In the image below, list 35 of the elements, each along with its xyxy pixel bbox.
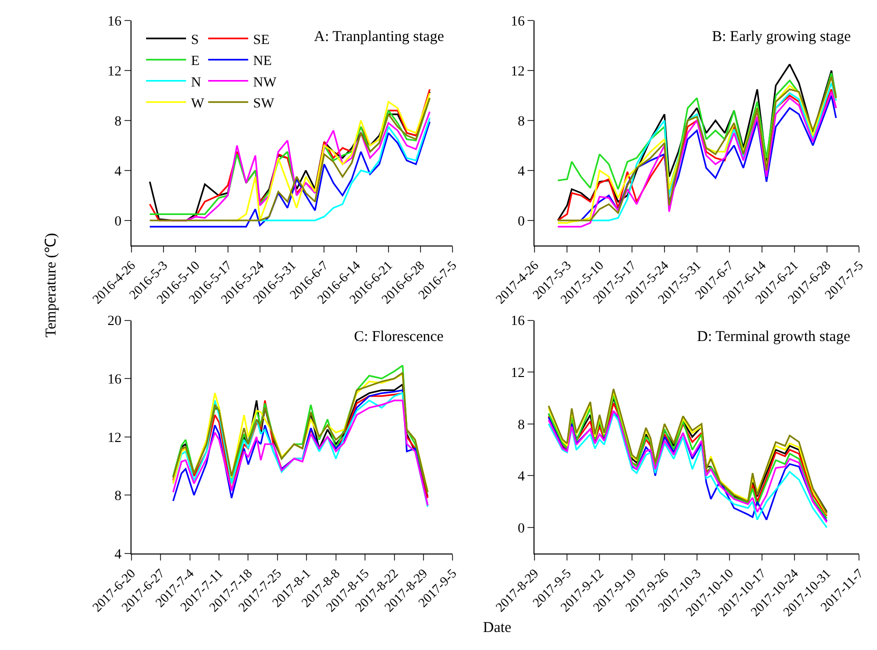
y-tick-label: 12 xyxy=(108,64,122,80)
text: B: Early growing stage xyxy=(712,29,852,45)
y-tick-label: 16 xyxy=(108,14,122,30)
legend-label: NW xyxy=(253,75,278,90)
text: D: Terminal growth stage xyxy=(697,329,851,345)
y-tick-label: 0 xyxy=(114,214,122,230)
line-series xyxy=(148,120,431,228)
y-tick-label: 4 xyxy=(518,470,525,485)
y-axis-title: Temperature (℃) xyxy=(44,233,60,338)
y-tick-label: 12 xyxy=(108,430,122,446)
y-tick-label: 8 xyxy=(518,114,525,130)
y-tick-label: 4 xyxy=(114,164,122,180)
y-tick-label: 0 xyxy=(518,521,525,536)
y-tick-label: 16 xyxy=(510,314,525,330)
y-tick-label: 8 xyxy=(518,418,525,433)
y-tick-label: 8 xyxy=(114,114,122,130)
legend-label: W xyxy=(191,96,206,112)
y-tick-label: 16 xyxy=(108,372,122,388)
y-tick-label: 4 xyxy=(114,547,122,562)
y-tick-label: 20 xyxy=(108,314,122,330)
x-axis-title: Date xyxy=(483,620,512,636)
legend-label: SE xyxy=(253,32,270,48)
legend-label: N xyxy=(191,75,202,90)
text: A: Tranplanting stage xyxy=(314,29,444,45)
text: C: Florescence xyxy=(354,329,444,345)
y-tick-label: 8 xyxy=(114,489,122,504)
y-tick-label: 12 xyxy=(510,366,525,382)
y-tick-label: 0 xyxy=(518,214,525,230)
legend-label: S xyxy=(191,32,199,48)
y-tick-label: 4 xyxy=(518,164,525,180)
y-tick-label: 16 xyxy=(510,14,525,30)
legend-label: SW xyxy=(253,96,275,112)
legend-label: E xyxy=(191,54,200,70)
legend-label: NE xyxy=(253,54,272,70)
y-tick-label: 12 xyxy=(510,64,525,80)
